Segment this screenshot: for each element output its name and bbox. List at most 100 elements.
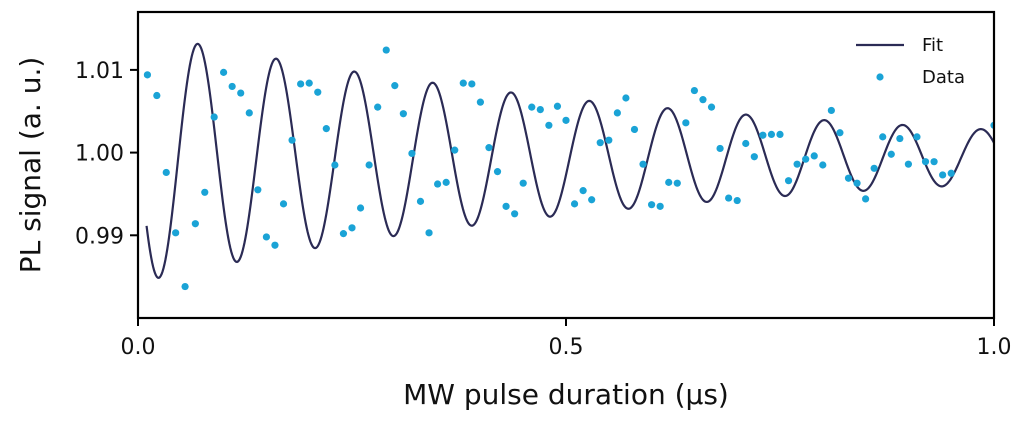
data-point <box>784 177 793 185</box>
data-point <box>742 139 750 148</box>
data-point <box>476 98 484 106</box>
data-point <box>416 197 425 205</box>
fit-line <box>145 42 994 279</box>
data-point <box>690 86 699 95</box>
x-tick-label: 0.0 <box>121 335 156 360</box>
data-point <box>528 103 536 111</box>
data-point <box>896 134 904 143</box>
data-point <box>622 94 630 102</box>
data-point <box>553 102 562 110</box>
data-point <box>853 179 861 187</box>
data-point <box>237 89 245 97</box>
data-point <box>639 160 647 168</box>
data-point <box>365 161 373 169</box>
data-point <box>887 150 895 158</box>
data-point <box>648 201 656 209</box>
data-point <box>716 144 724 153</box>
data-point <box>613 109 621 117</box>
data-point <box>930 158 938 166</box>
data-point <box>562 116 570 124</box>
data-point <box>228 82 236 91</box>
data-point <box>725 194 733 202</box>
data-point <box>442 178 450 186</box>
x-tick-label: 1.0 <box>977 335 1012 360</box>
data-point <box>879 133 887 141</box>
data-point <box>434 180 442 188</box>
data-point <box>297 80 305 88</box>
y-tick-label: 1.01 <box>75 59 124 84</box>
data-point <box>391 82 399 90</box>
data-point <box>210 113 218 121</box>
data-point <box>665 178 673 186</box>
data-point <box>630 125 639 134</box>
data-point <box>904 160 913 168</box>
data-point <box>451 146 459 154</box>
data-point <box>468 80 476 88</box>
data-point <box>836 129 844 137</box>
data-point <box>707 103 716 111</box>
data-point <box>262 233 270 241</box>
data-point <box>819 161 827 169</box>
data-point <box>699 96 707 104</box>
data-point <box>596 139 604 147</box>
legend-data-label: Data <box>922 67 965 88</box>
data-point <box>374 103 382 111</box>
data-point <box>759 131 767 139</box>
y-tick-label: 0.99 <box>75 224 124 249</box>
data-point <box>511 210 519 218</box>
data-point <box>844 174 853 182</box>
data-point <box>356 204 365 212</box>
data-point <box>656 202 664 210</box>
data-point <box>939 171 947 179</box>
data-point <box>314 88 322 96</box>
data-point <box>425 229 433 237</box>
data-point <box>153 91 161 100</box>
x-axis-title: MW pulse duration (μs) <box>403 378 729 411</box>
data-point <box>545 121 553 129</box>
data-point <box>339 230 348 238</box>
data-point <box>459 79 467 87</box>
plot-frame <box>136 10 996 320</box>
data-point <box>254 186 262 194</box>
legend-fit-label: Fit <box>922 35 943 56</box>
data-point <box>913 133 921 141</box>
data-point <box>279 200 288 208</box>
data-point <box>220 68 228 76</box>
data-point <box>921 158 930 166</box>
data-point <box>947 169 955 177</box>
data-point <box>322 125 330 133</box>
data-point <box>588 196 596 204</box>
x-tick-label: 0.5 <box>549 335 584 360</box>
data-point <box>673 179 681 187</box>
data-point <box>536 105 544 114</box>
y-axis-title: PL signal (a. u.) <box>14 57 47 274</box>
data-point <box>399 110 407 118</box>
data-point <box>172 229 180 237</box>
data-point <box>579 187 587 195</box>
data-point <box>331 161 339 169</box>
data-point <box>245 109 253 117</box>
data-point <box>162 168 170 177</box>
y-tick-label: 1.00 <box>75 142 124 167</box>
data-point <box>288 136 296 144</box>
data-point <box>750 153 758 161</box>
data-point <box>733 196 741 205</box>
data-point <box>382 46 390 54</box>
data-point <box>271 241 279 249</box>
data-point <box>682 119 690 127</box>
data-point <box>493 168 502 176</box>
data-point <box>870 164 878 172</box>
data-point <box>143 71 152 79</box>
data-point <box>605 136 613 144</box>
legend: Fit Data <box>856 35 965 88</box>
data-point <box>485 144 493 152</box>
data-point <box>502 202 510 210</box>
data-point <box>201 188 209 196</box>
data-point <box>519 179 527 187</box>
data-point <box>810 152 818 160</box>
data-point <box>802 155 810 163</box>
data-point <box>181 282 189 291</box>
legend-data-swatch <box>876 73 884 81</box>
data-point <box>862 195 870 203</box>
